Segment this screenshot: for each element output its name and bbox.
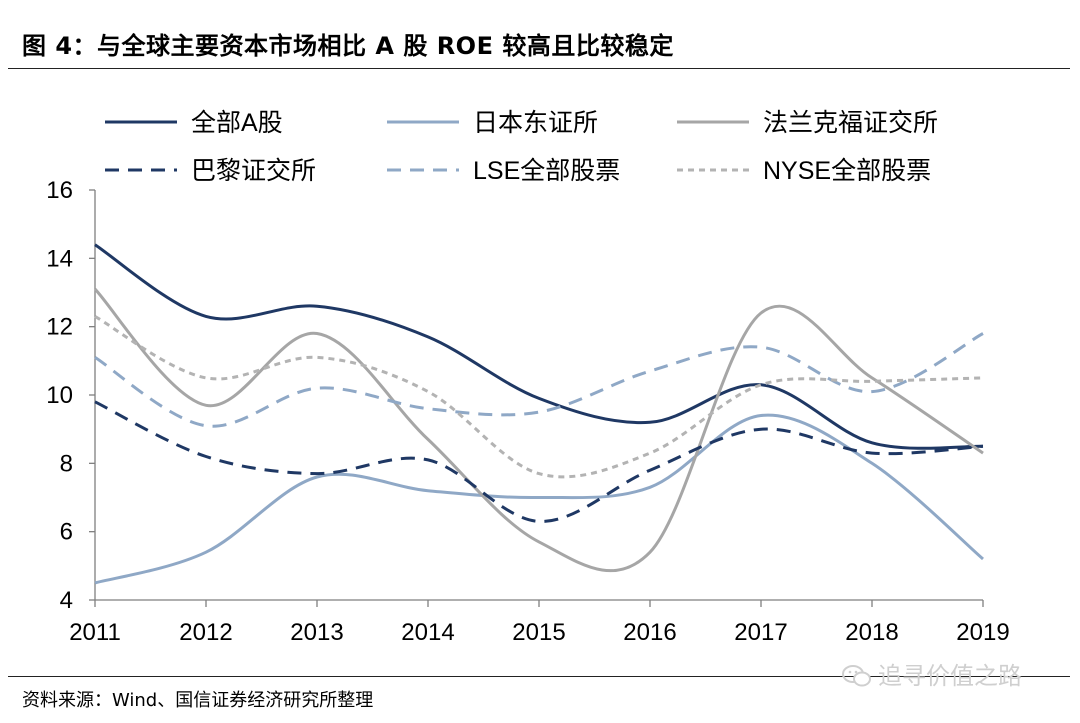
y-tick-label: 6 <box>60 519 73 546</box>
footer-divider <box>8 676 1070 677</box>
y-tick-label: 8 <box>60 450 73 477</box>
x-tick-label: 2011 <box>69 619 121 646</box>
wechat-icon <box>842 665 871 687</box>
y-tick-label: 14 <box>46 245 73 272</box>
y-tick-label: 16 <box>46 177 73 204</box>
title-divider <box>8 68 1070 69</box>
x-tick-label: 2015 <box>512 619 565 646</box>
series-line-1 <box>94 243 984 450</box>
x-tick-label: 2017 <box>734 619 787 646</box>
figure-header: 图 4：与全球主要资本市场相比 A 股 ROE 较高且比较稳定 <box>0 0 1080 70</box>
legend-label: 法兰克福证交所 <box>763 109 938 137</box>
legend-label: 全部A股 <box>191 109 283 137</box>
series-line-5 <box>94 332 984 428</box>
y-tick-label: 12 <box>46 314 73 341</box>
series-line-4 <box>94 400 984 523</box>
series-line-6 <box>94 315 984 479</box>
y-axis: 4 6 8 10 12 14 16 <box>46 177 96 614</box>
plot-area <box>93 243 984 585</box>
y-tick-label: 10 <box>46 382 73 409</box>
legend-item-3: 法兰克福证交所 <box>677 109 938 137</box>
x-tick-label: 2019 <box>956 619 1009 646</box>
watermark-text: 追寻价值之路 <box>878 662 1022 690</box>
legend-label: 日本东证所 <box>473 109 598 137</box>
legend-label: LSE全部股票 <box>473 157 620 185</box>
x-tick-label: 2014 <box>401 619 454 646</box>
x-tick-label: 2018 <box>845 619 898 646</box>
watermark: 追寻价值之路 <box>842 656 1022 691</box>
legend-item-6: NYSE全部股票 <box>677 157 931 185</box>
legend-label: 巴黎证交所 <box>191 157 316 185</box>
legend-item-2: 日本东证所 <box>387 109 598 137</box>
y-tick-label: 4 <box>60 587 73 614</box>
series-line-2 <box>94 413 984 585</box>
x-axis: 2011 2012 2013 2014 2015 2016 2017 2018 2019 <box>69 599 1010 646</box>
legend-item-4: 巴黎证交所 <box>105 157 316 185</box>
source-note: 资料来源：Wind、国信证券经济研究所整理 <box>22 690 374 711</box>
legend-item-5: LSE全部股票 <box>387 157 620 185</box>
series-line-3 <box>93 288 984 573</box>
x-tick-label: 2013 <box>290 619 343 646</box>
x-tick-label: 2012 <box>179 619 232 646</box>
x-tick-label: 2016 <box>623 619 676 646</box>
figure-title: 图 4：与全球主要资本市场相比 A 股 ROE 较高且比较稳定 <box>22 32 674 60</box>
legend-label: NYSE全部股票 <box>763 157 931 185</box>
legend-item-1: 全部A股 <box>105 109 283 137</box>
